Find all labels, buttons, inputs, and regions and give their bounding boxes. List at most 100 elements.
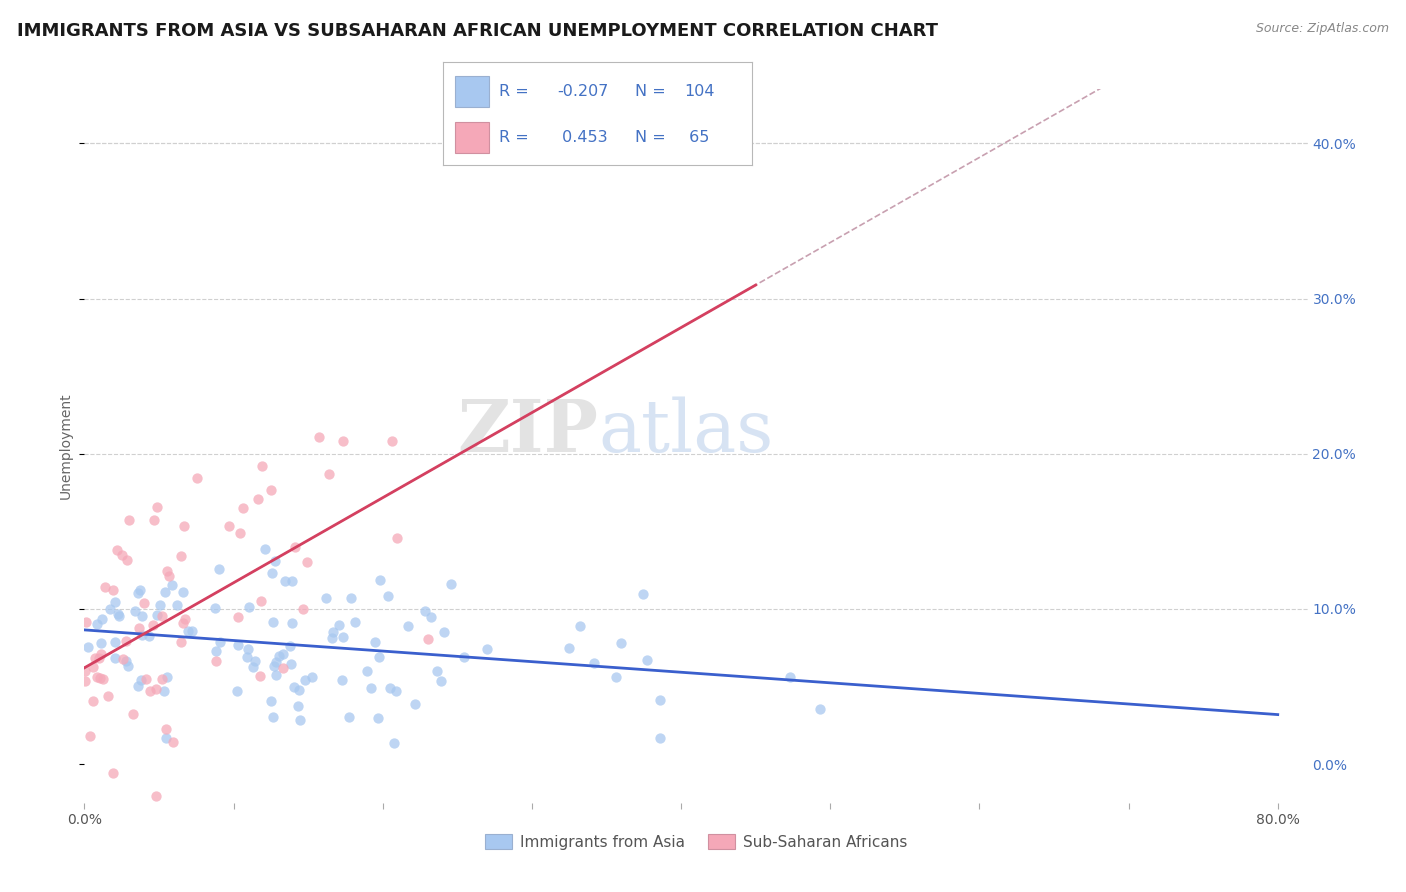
Text: -0.207: -0.207 [557,84,609,99]
Point [382,736,405,750]
Point [232,500,254,515]
Point [287,699,309,714]
Point [384,684,406,698]
Point [90,635,112,649]
Point [173,518,195,533]
Point [226,610,249,624]
Point [380,681,402,695]
Point [340,591,363,605]
Point [152,684,174,698]
Point [142,513,165,527]
Point [129,673,152,687]
Point [262,710,284,724]
Point [80,804,103,818]
Point [381,434,404,448]
Text: N =: N = [634,130,665,145]
Point [648,693,671,707]
Point [263,659,285,673]
Point [274,574,297,588]
Text: 0.453: 0.453 [557,130,607,145]
Point [267,649,290,664]
Point [166,599,188,613]
Point [271,660,294,674]
Point [337,710,360,724]
Point [779,670,801,684]
Point [132,596,155,610]
Point [90,647,112,661]
Point [631,587,654,601]
Point [169,549,191,564]
Point [433,624,456,639]
Point [343,615,366,629]
Point [162,734,184,748]
Point [93,672,115,686]
Point [228,638,250,652]
Point [264,668,287,682]
Point [131,628,153,642]
Point [209,635,232,649]
Point [104,595,127,609]
Point [292,601,315,615]
Point [127,586,149,600]
Point [242,660,264,674]
Point [84,650,107,665]
Point [115,553,138,567]
Text: 65: 65 [685,130,710,145]
Point [250,458,273,473]
Point [440,577,463,591]
Point [174,612,197,626]
Point [387,531,409,545]
Point [294,673,316,687]
Point [243,654,266,668]
Point [91,612,114,626]
Point [416,632,439,646]
Point [356,664,378,678]
Point [172,585,194,599]
Point [155,585,177,599]
Point [124,604,146,618]
Point [86,670,108,684]
Point [155,723,177,737]
Point [138,629,160,643]
Point [238,599,260,614]
FancyBboxPatch shape [456,76,489,106]
Point [648,731,671,746]
Point [322,625,344,640]
Text: IMMIGRANTS FROM ASIA VS SUBSAHARAN AFRICAN UNEMPLOYMENT CORRELATION CHART: IMMIGRANTS FROM ASIA VS SUBSAHARAN AFRIC… [17,22,938,40]
Point [127,679,149,693]
Point [260,483,283,497]
Text: atlas: atlas [598,396,773,467]
Point [332,434,354,448]
Point [149,598,172,612]
Point [278,639,301,653]
Point [404,697,426,711]
Point [262,615,284,629]
Point [260,566,283,581]
Point [280,657,302,671]
Point [146,607,169,622]
Text: ZIP: ZIP [457,396,598,467]
Point [367,649,389,664]
Point [155,731,177,745]
Point [426,664,449,678]
Point [145,789,167,804]
Point [228,525,250,540]
Point [112,652,135,666]
Point [98,602,121,616]
Point [236,650,259,665]
Point [558,641,581,656]
Point [609,635,631,649]
Point [273,647,295,661]
Point [129,583,152,598]
Point [284,541,307,555]
Point [156,670,179,684]
Point [453,650,475,665]
Point [142,618,165,632]
Point [315,591,337,605]
Point [808,702,831,716]
Point [79,729,101,743]
Point [582,656,605,670]
Point [104,635,127,649]
Point [204,654,226,668]
Point [301,670,323,684]
